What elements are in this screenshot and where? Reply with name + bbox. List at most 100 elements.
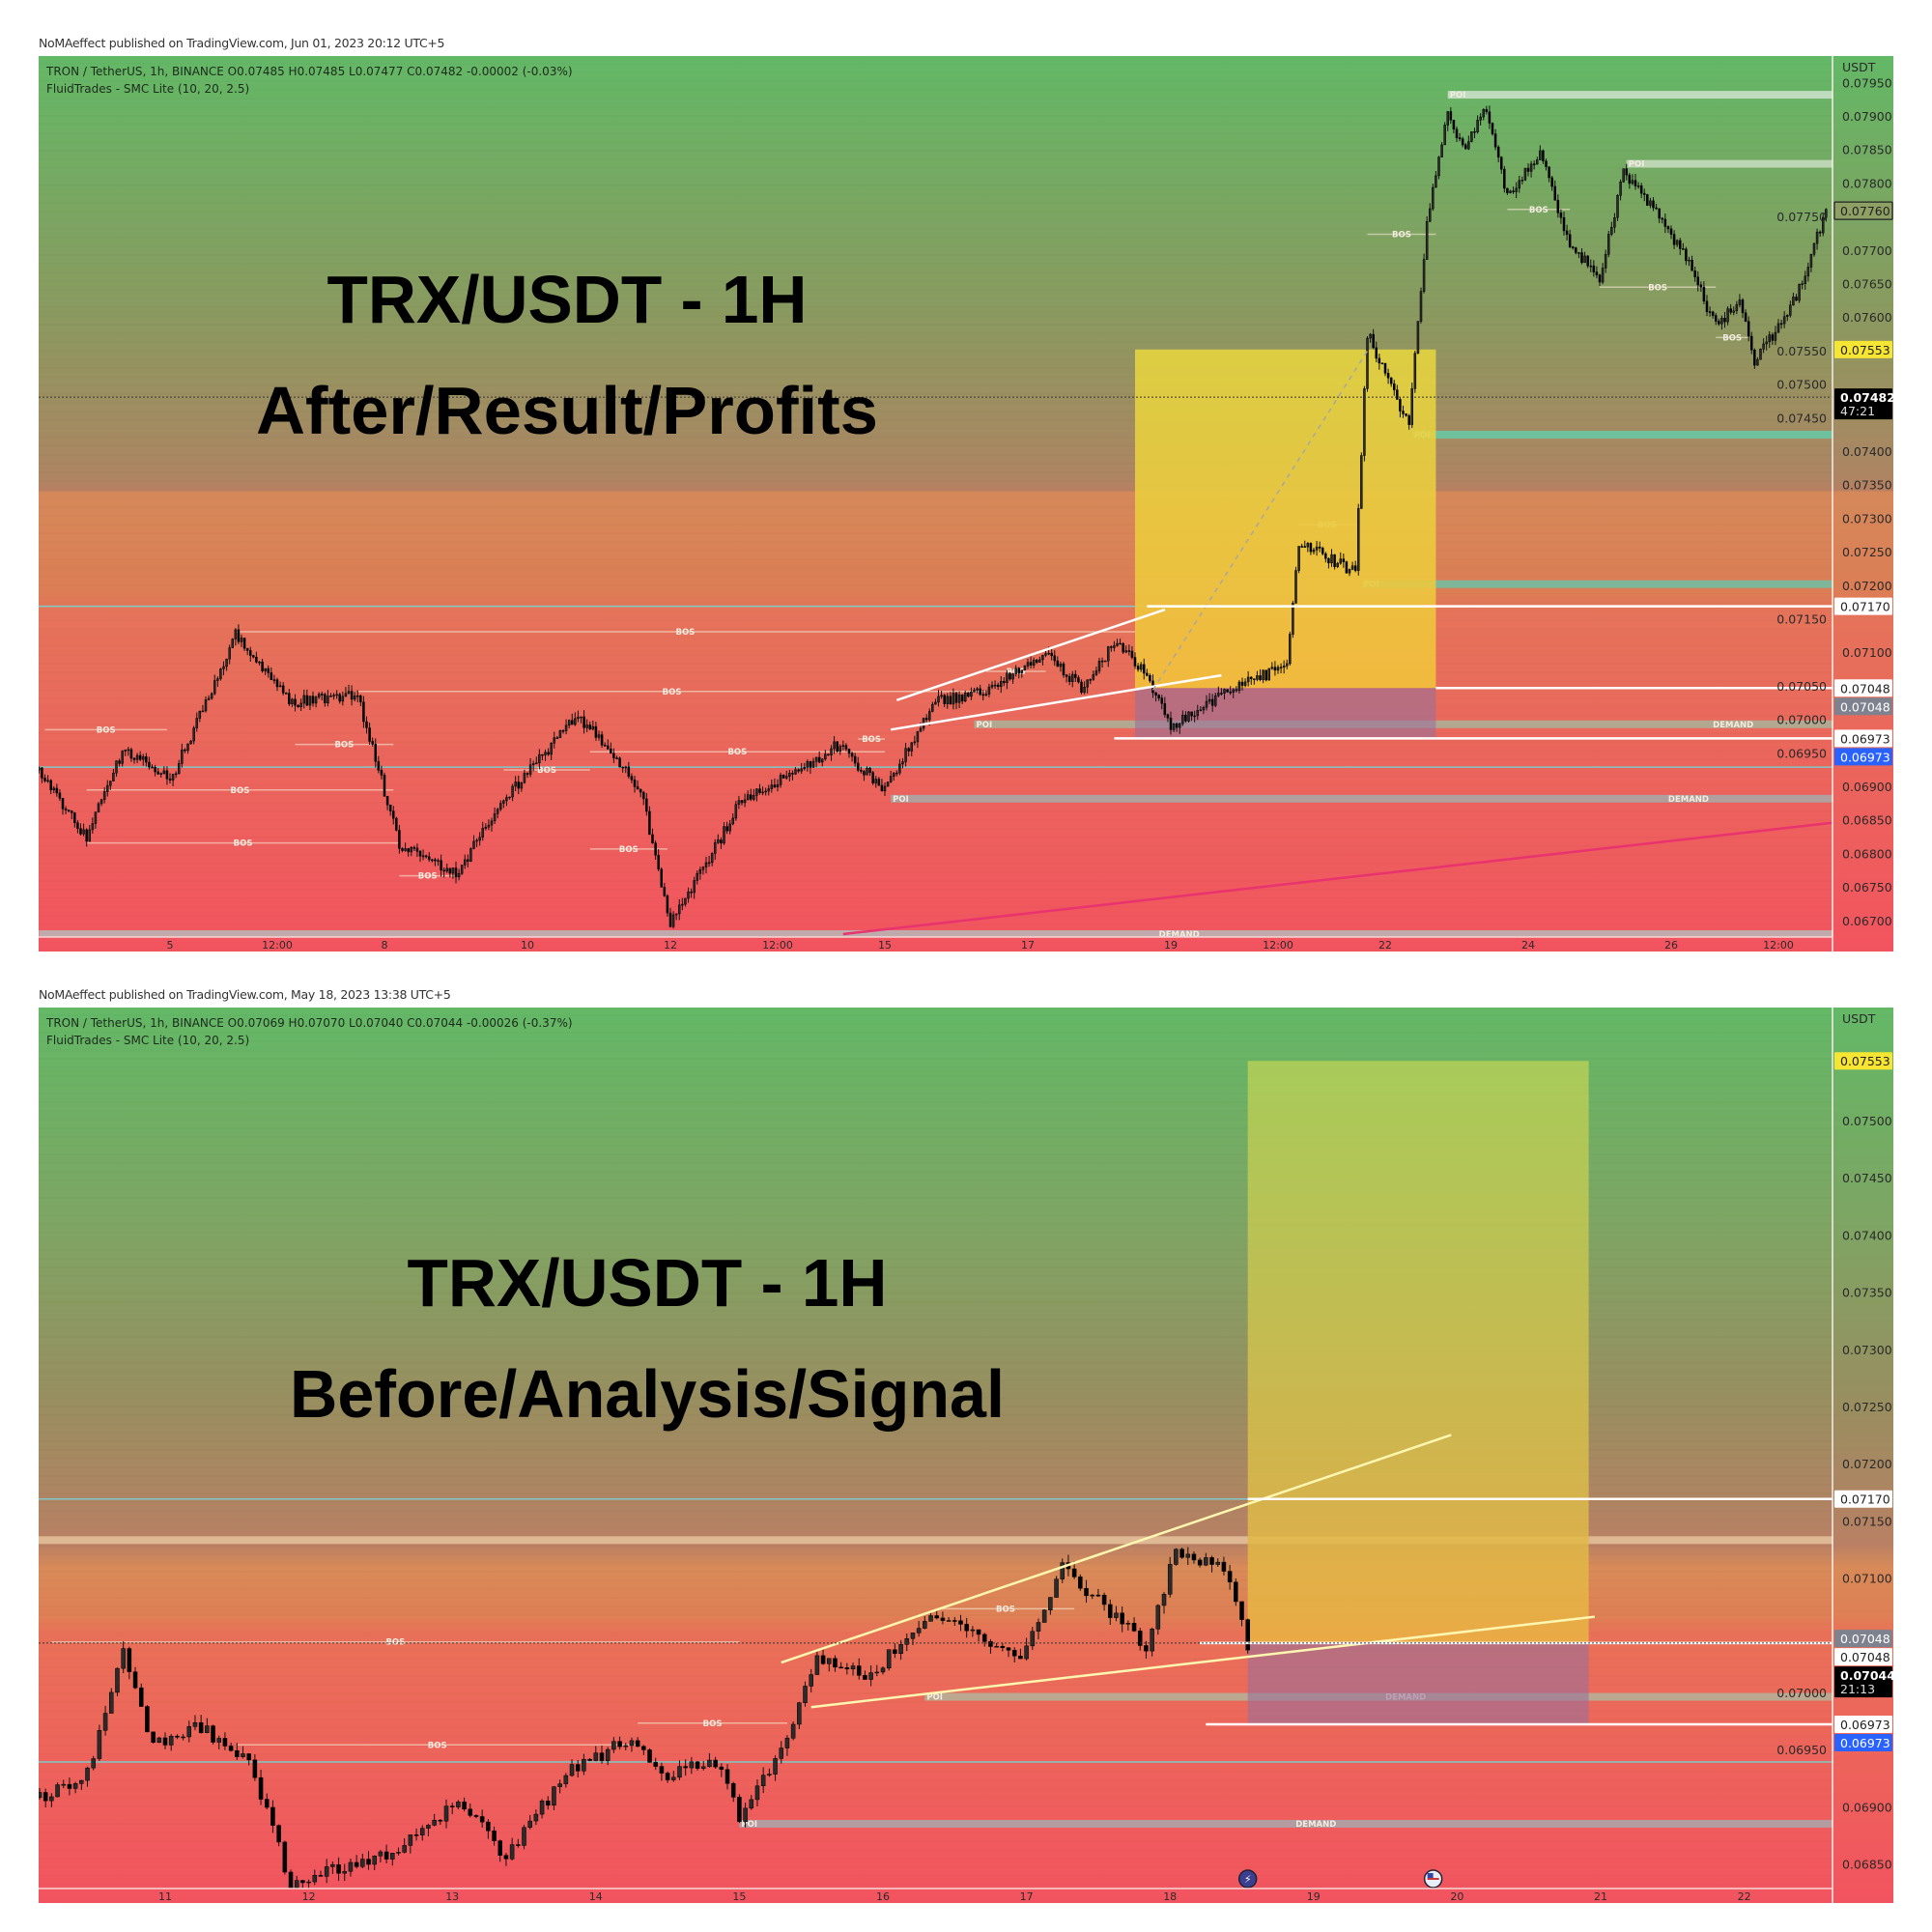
candle-body <box>1568 234 1572 247</box>
candle-body <box>391 810 395 819</box>
zone-band <box>1361 580 1833 588</box>
wedge-trendline[interactable] <box>781 1434 1452 1664</box>
candle-body <box>781 774 785 779</box>
candle-body <box>1157 695 1160 698</box>
candle-body <box>151 1731 156 1743</box>
candle-body <box>773 1758 778 1775</box>
candle-body <box>1327 557 1330 564</box>
candle-body <box>553 737 556 744</box>
candle-body <box>1655 207 1658 210</box>
chart-panel-before[interactable]: POIDEMANDPOIDEMANDBOSBOSBOSBOS⚡TRX/USDT … <box>39 1008 1893 1903</box>
candle-body <box>145 756 148 763</box>
candle-body <box>987 686 991 695</box>
bos-label: BOS <box>727 748 747 757</box>
candle-body <box>1452 119 1456 129</box>
candle-body <box>1229 692 1232 694</box>
price-label-black <box>1834 388 1892 420</box>
candle-body <box>132 1671 138 1689</box>
candle-body <box>1285 663 1289 667</box>
candle-body <box>1756 358 1759 366</box>
candle-body <box>1749 335 1753 351</box>
candle-body <box>1204 1557 1208 1566</box>
candle-body <box>591 725 595 729</box>
wedge-trendline[interactable] <box>890 673 1222 731</box>
candle-body <box>1309 543 1313 553</box>
candle-body <box>264 1799 270 1808</box>
price-tick-label: 0.07750 <box>1776 210 1827 224</box>
candle-body <box>64 809 68 810</box>
candle-body <box>731 817 735 825</box>
target-zone-box[interactable] <box>1135 349 1436 689</box>
candle-body <box>946 696 950 704</box>
candle-body <box>1023 666 1027 671</box>
symbol-ohlc-legend[interactable]: TRON / TetherUS, 1h, BINANCE O0.07069 H0… <box>45 1016 573 1030</box>
candle-body <box>1100 660 1104 663</box>
candle-body <box>797 1702 802 1725</box>
candle-body <box>159 773 163 775</box>
candle-body <box>1217 693 1220 696</box>
candle-body <box>1234 1581 1238 1603</box>
candle-body <box>314 696 318 704</box>
candle-body <box>281 685 285 694</box>
candle-body <box>1090 1594 1094 1597</box>
candle-body <box>844 745 848 750</box>
symbol-ohlc-legend[interactable]: TRON / TetherUS, 1h, BINANCE O0.07485 H0… <box>45 65 573 78</box>
candle-body <box>1077 677 1080 683</box>
stop-zone-box[interactable] <box>1135 688 1436 739</box>
price-tick-label: 0.06950 <box>1776 746 1827 760</box>
candle-body <box>320 694 324 696</box>
candle-body <box>651 834 654 843</box>
wedge-trendline[interactable] <box>895 608 1166 701</box>
chart-panel-after[interactable]: POIPOIPOIPOIPOIDEMANDPOIDEMANDDEMANDBOSB… <box>39 56 1893 952</box>
candle-body <box>784 1738 790 1748</box>
candle-body <box>1239 1601 1244 1620</box>
candle-body <box>1106 646 1110 662</box>
target-zone-box[interactable] <box>1247 1061 1589 1643</box>
candle-body <box>1047 652 1050 655</box>
candle-body <box>1595 271 1599 275</box>
candle-body <box>803 1686 808 1703</box>
candle-body <box>61 1783 67 1786</box>
candle-body <box>192 727 195 742</box>
zone-band <box>891 794 1833 803</box>
candle-body <box>1136 666 1140 670</box>
pink-trendline[interactable] <box>842 821 1833 936</box>
candle-body <box>278 685 282 688</box>
bos-label: BOS <box>663 688 682 697</box>
candle-body <box>1437 156 1440 177</box>
candle-body <box>1237 681 1241 692</box>
plot-area[interactable]: POIPOIPOIPOIPOIDEMANDPOIDEMANDDEMANDBOSB… <box>39 91 1833 940</box>
lightning-icon[interactable] <box>1237 1869 1258 1889</box>
axis-unit: USDT <box>1842 60 1876 74</box>
candle-body <box>1428 208 1432 222</box>
candle-body <box>1017 668 1021 673</box>
candle-body <box>1125 1623 1131 1625</box>
candle-body <box>599 1752 605 1761</box>
candle-body <box>830 748 833 755</box>
time-tick-label: 12 <box>302 1890 316 1903</box>
candle-body <box>184 749 186 752</box>
indicator-legend[interactable]: FluidTrades - SMC Lite (10, 20, 2.5) <box>46 1034 249 1047</box>
candle-body <box>1702 286 1706 302</box>
candle-body <box>833 1658 838 1668</box>
candle-body <box>1155 1605 1161 1630</box>
indicator-legend[interactable]: FluidTrades - SMC Lite (10, 20, 2.5) <box>46 82 249 96</box>
wedge-trendline[interactable] <box>810 1615 1595 1709</box>
zone-band <box>1626 159 1833 168</box>
candle-body <box>544 752 547 755</box>
candle-body <box>359 695 362 703</box>
candle-body <box>606 745 610 750</box>
candle-body <box>618 757 621 768</box>
candle-body <box>1571 246 1575 248</box>
candle-body <box>288 693 291 704</box>
bos-label: BOS <box>1529 206 1548 215</box>
candle-body <box>600 734 604 746</box>
candle-body <box>72 1783 78 1789</box>
stop-zone-box[interactable] <box>1247 1642 1589 1724</box>
price-axis[interactable]: USDT 0.07500 0.07450 0.07400 0.07350 0.07300 0… <box>1776 1008 1893 1903</box>
plot-area[interactable]: POIDEMANDPOIDEMANDBOSBOSBOSBOS <box>39 1061 1833 1893</box>
candle-body <box>1652 200 1655 209</box>
candle-body <box>1071 1568 1077 1577</box>
price-tick-label: 0.07900 <box>1842 109 1892 124</box>
